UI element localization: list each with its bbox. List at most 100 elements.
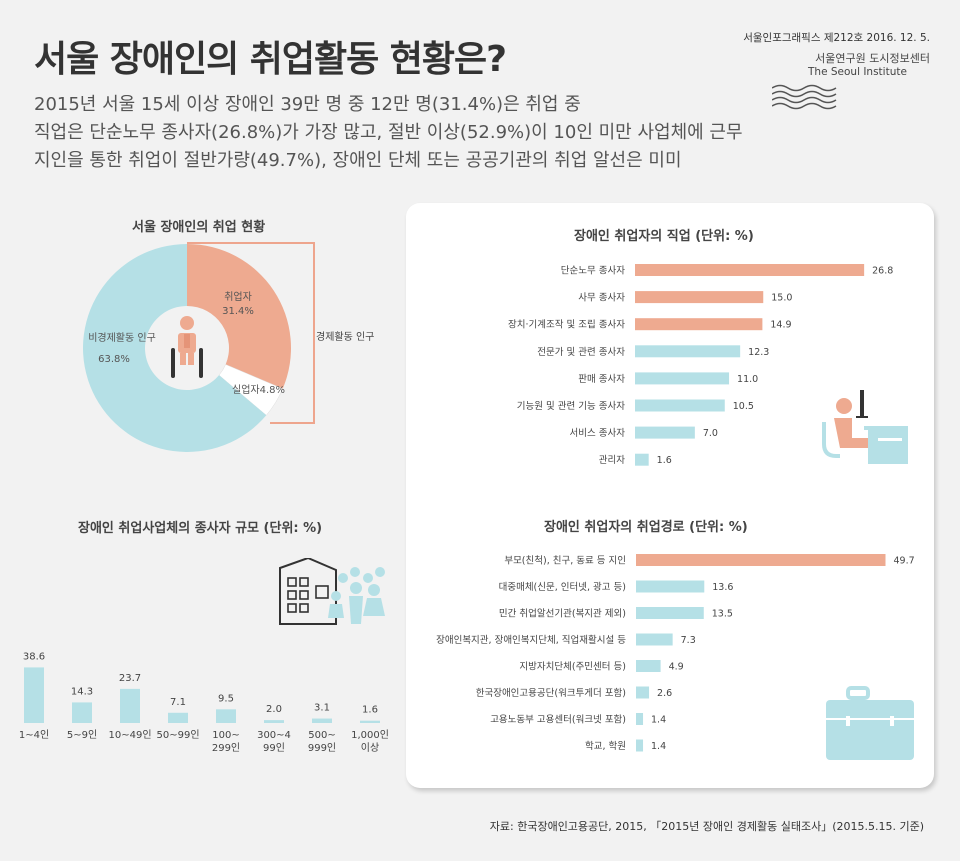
source-note: 자료: 한국장애인고용공단, 2015, 「2015년 장애인 경제활동 실태조… bbox=[489, 820, 924, 833]
occupation-bar bbox=[635, 426, 695, 439]
route-value-label: 13.5 bbox=[712, 609, 733, 620]
route-bar bbox=[636, 713, 644, 725]
size-value-label: 38.6 bbox=[23, 651, 45, 662]
occupation-value-label: 11.0 bbox=[737, 374, 758, 385]
route-bar bbox=[636, 739, 644, 752]
route-bar bbox=[636, 607, 704, 619]
building-family-illustration bbox=[279, 558, 385, 625]
occupation-bar bbox=[635, 399, 725, 412]
route-value-label: 13.6 bbox=[712, 582, 733, 593]
occupation-bar-chart: 단순노무 종사자 26.8 사무 종사자 15.0 장치·기계조작 및 조립 종사자 14… bbox=[508, 264, 908, 466]
size-bar bbox=[72, 702, 92, 723]
route-value-label: 1.4 bbox=[651, 741, 666, 752]
size-bar bbox=[264, 720, 284, 723]
occupation-value-label: 10.5 bbox=[733, 401, 754, 412]
office-worker-icon bbox=[822, 390, 908, 464]
route-value-label: 4.9 bbox=[669, 662, 684, 673]
size-category-label: 이상 bbox=[361, 742, 379, 754]
size-value-label: 23.7 bbox=[119, 673, 141, 684]
route-category-label: 장애인복지관, 장애인복지단체, 직업재활시설 등 bbox=[436, 634, 626, 646]
occupation-category-label: 전문가 및 관련 종사자 bbox=[537, 346, 625, 358]
size-chart-title: 장애인 취업사업체의 종사자 규모 (단위: %) bbox=[78, 521, 323, 536]
occupation-category-label: 기능원 및 관련 기능 종사자 bbox=[517, 400, 625, 412]
size-bar bbox=[216, 709, 236, 723]
occupation-value-label: 26.8 bbox=[872, 266, 893, 277]
occupation-bar bbox=[635, 345, 741, 358]
size-bar bbox=[312, 718, 332, 723]
job-route-bar-chart: 부모(친척), 친구, 동료 등 지인 49.7 대중매체(신문, 인터넷, 광고 … bbox=[436, 554, 915, 760]
employment-donut-chart: 경제활동 인구 취업자 31.4% 실업자4.8% 비경제활동 인구 63.8% bbox=[83, 242, 374, 452]
size-value-label: 1.6 bbox=[362, 705, 378, 716]
occupation-category-label: 장치·기계조작 및 조립 종사자 bbox=[508, 319, 625, 331]
publication-issue: 서울인포그래픽스 제212호 2016. 12. 5. bbox=[743, 32, 930, 44]
occupation-value-label: 14.9 bbox=[770, 320, 791, 331]
occupation-category-label: 단순노무 종사자 bbox=[561, 266, 625, 277]
occupation-value-label: 7.0 bbox=[703, 428, 718, 439]
slice-label-employed-value: 31.4% bbox=[222, 306, 254, 317]
occupation-value-label: 1.6 bbox=[657, 455, 672, 466]
route-value-label: 2.6 bbox=[657, 688, 672, 699]
briefcase-icon bbox=[826, 686, 914, 760]
size-value-label: 7.1 bbox=[170, 697, 186, 708]
building-icon bbox=[279, 558, 337, 625]
size-category-label: 500~ bbox=[308, 730, 335, 741]
occupation-category-label: 사무 종사자 bbox=[578, 293, 625, 304]
route-bar bbox=[636, 686, 650, 699]
bracket-annotation: 경제활동 인구 bbox=[316, 330, 374, 343]
size-bar bbox=[24, 667, 44, 723]
route-value-label: 7.3 bbox=[681, 635, 696, 646]
size-bar bbox=[120, 688, 140, 723]
size-value-label: 3.1 bbox=[314, 703, 330, 714]
occupation-value-label: 15.0 bbox=[771, 293, 792, 304]
economic-activity-bracket bbox=[187, 242, 315, 424]
company-size-bar-chart: 38.6 1~4인 14.3 5~9인 23.7 10~49인 7.1 50~99인 9.5 10… bbox=[19, 651, 389, 754]
slice-inactive bbox=[83, 244, 267, 452]
occupation-bar bbox=[635, 372, 730, 385]
size-category-label: 999인 bbox=[308, 742, 336, 754]
route-category-label: 부모(친척), 친구, 동료 등 지인 bbox=[504, 556, 626, 567]
occupation-category-label: 판매 종사자 bbox=[578, 374, 625, 385]
route-bar bbox=[636, 633, 673, 646]
slice-label-employed-name: 취업자 bbox=[224, 290, 252, 303]
subtitle-line-3: 지인을 통한 취업이 절반가량(49.7%), 장애인 단체 또는 공공기관의 … bbox=[34, 150, 682, 171]
occupation-bar bbox=[635, 318, 763, 331]
size-bar bbox=[360, 720, 380, 723]
page-title: 서울 장애인의 취업활동 현황은? bbox=[34, 39, 507, 80]
route-category-label: 지방자치단체(주민센터 등) bbox=[519, 661, 626, 673]
occupation-category-label: 관리자 bbox=[599, 455, 625, 466]
slice-label-inactive-name: 비경제활동 인구 bbox=[88, 331, 156, 344]
size-category-label: 299인 bbox=[212, 742, 240, 754]
publisher-name-en: The Seoul Institute bbox=[808, 66, 907, 78]
size-category-label: 10~49인 bbox=[108, 729, 151, 741]
size-category-label: 300~4 bbox=[257, 730, 291, 741]
subtitle-line-1: 2015년 서울 15세 이상 장애인 39만 명 중 12만 명(31.4%)… bbox=[34, 94, 581, 115]
route-chart-title: 장애인 취업자의 취업경로 (단위: %) bbox=[544, 520, 748, 535]
route-value-label: 49.7 bbox=[893, 556, 914, 567]
slice-label-inactive-value: 63.8% bbox=[98, 354, 130, 365]
size-category-label: 100~ bbox=[212, 730, 239, 741]
publisher-name: 서울연구원 도시정보센터 bbox=[815, 52, 930, 65]
size-category-label: 99인 bbox=[263, 742, 285, 754]
occupation-category-label: 서비스 종사자 bbox=[570, 428, 626, 439]
route-category-label: 민간 취업알선기관(복지관 제외) bbox=[499, 608, 626, 620]
occupation-value-label: 12.3 bbox=[748, 347, 769, 358]
slice-label-unemployed: 실업자4.8% bbox=[232, 383, 285, 396]
route-bar bbox=[636, 580, 705, 593]
route-bar bbox=[636, 660, 661, 672]
occupation-bar bbox=[635, 291, 764, 304]
slice-unemployed bbox=[218, 364, 284, 416]
seoul-institute-logo bbox=[772, 84, 837, 110]
subtitle-line-2: 직업은 단순노무 종사자(26.8%)가 가장 많고, 절반 이상(52.9%)… bbox=[34, 122, 743, 143]
route-category-label: 대중매체(신문, 인터넷, 광고 등) bbox=[499, 581, 626, 593]
route-category-label: 학교, 학원 bbox=[585, 741, 626, 752]
size-category-label: 1,000인 bbox=[351, 729, 389, 741]
size-value-label: 14.3 bbox=[71, 686, 93, 697]
occupation-chart-title: 장애인 취업자의 직업 (단위: %) bbox=[574, 229, 754, 244]
occupation-bar bbox=[635, 264, 865, 276]
route-category-label: 한국장애인고용공단(워크투게더 포함) bbox=[476, 688, 626, 699]
size-category-label: 1~4인 bbox=[19, 729, 49, 741]
size-category-label: 5~9인 bbox=[67, 729, 97, 741]
route-category-label: 고용노동부 고용센터(워크넷 포함) bbox=[490, 715, 626, 726]
size-value-label: 9.5 bbox=[218, 693, 234, 704]
donut-chart-title: 서울 장애인의 취업 현황 bbox=[132, 220, 266, 235]
